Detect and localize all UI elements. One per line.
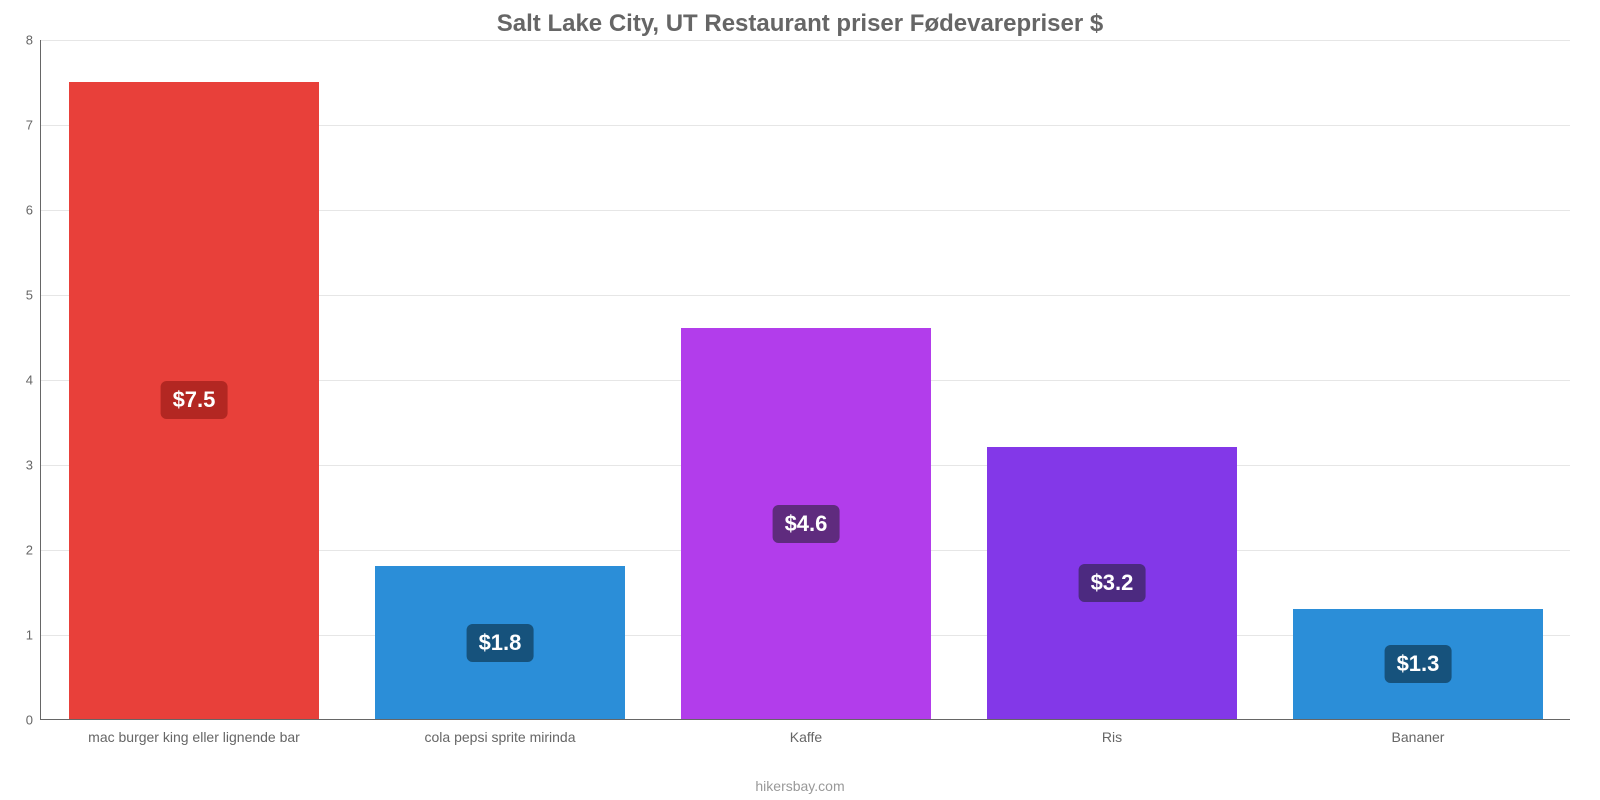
value-badge: $1.8 [467,624,534,662]
x-category-label: mac burger king eller lignende bar [88,719,300,745]
bar: $1.3 [1293,609,1544,720]
y-tick-label: 5 [26,288,41,303]
bar: $4.6 [681,328,932,719]
bar: $3.2 [987,447,1238,719]
source-label: hikersbay.com [0,778,1600,794]
x-category-label: cola pepsi sprite mirinda [425,719,576,745]
grid-line [41,40,1570,41]
bar-chart: Salt Lake City, UT Restaurant priser Fød… [0,0,1600,800]
y-tick-label: 8 [26,33,41,48]
y-tick-label: 3 [26,458,41,473]
x-category-label: Ris [1102,719,1122,745]
value-badge: $7.5 [161,381,228,419]
bar: $7.5 [69,82,320,720]
value-badge: $4.6 [773,505,840,543]
y-tick-label: 4 [26,373,41,388]
x-category-label: Kaffe [790,719,822,745]
plot-area: 012345678$7.5mac burger king eller ligne… [40,40,1570,720]
y-tick-label: 7 [26,118,41,133]
value-badge: $3.2 [1079,564,1146,602]
chart-title: Salt Lake City, UT Restaurant priser Fød… [0,10,1600,38]
value-badge: $1.3 [1385,645,1452,683]
y-tick-label: 2 [26,543,41,558]
y-tick-label: 0 [26,713,41,728]
y-tick-label: 1 [26,628,41,643]
x-category-label: Bananer [1392,719,1445,745]
bar: $1.8 [375,566,626,719]
y-tick-label: 6 [26,203,41,218]
